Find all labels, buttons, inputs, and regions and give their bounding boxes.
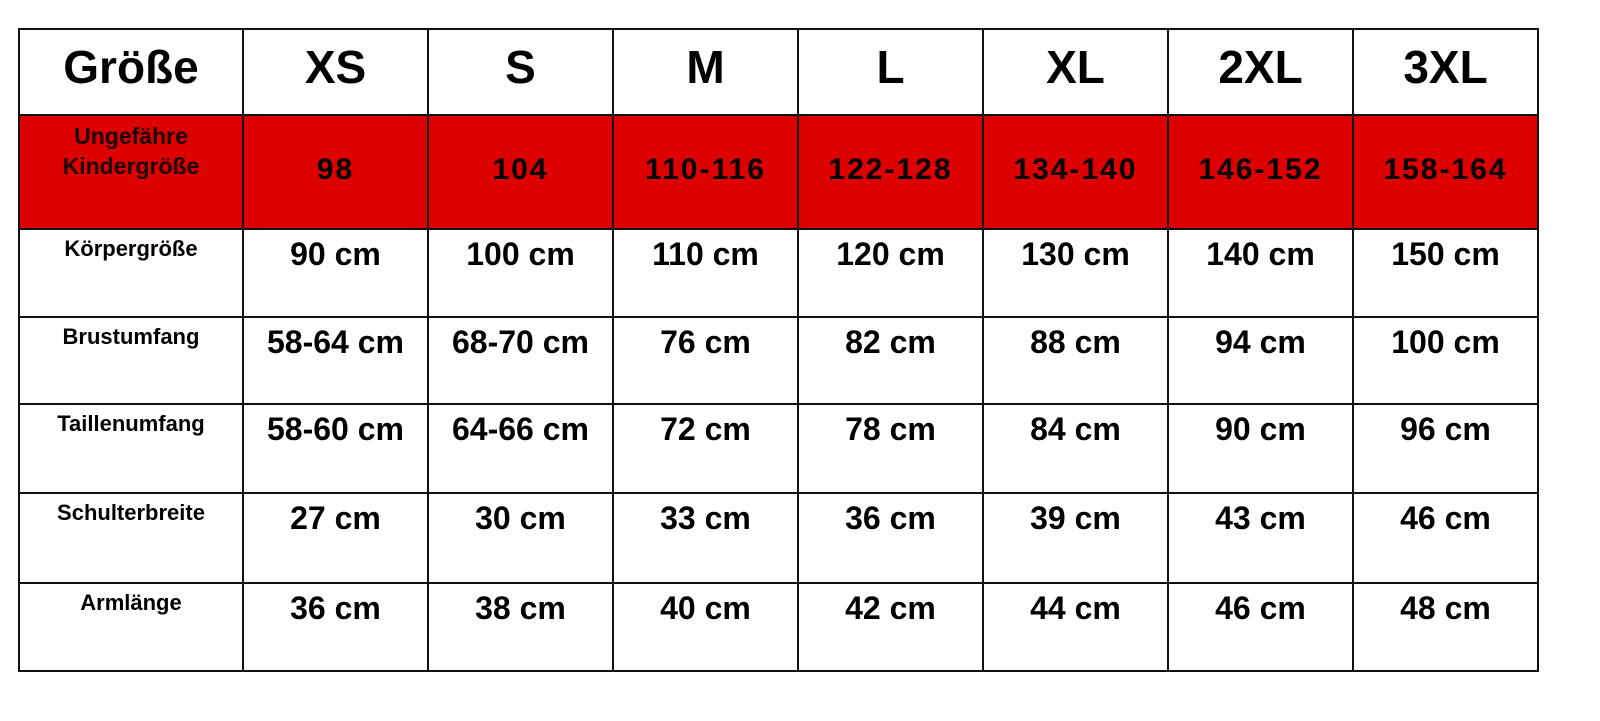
size-header-3xl: 3XL [1352, 28, 1539, 116]
size-header-xl: XL [982, 28, 1169, 116]
table-cell: 140 cm [1167, 228, 1354, 318]
size-header-l: L [797, 28, 984, 116]
table-cell: 46 cm [1352, 492, 1539, 584]
table-cell: 110-116 [612, 114, 799, 230]
table-cell: 150 cm [1352, 228, 1539, 318]
table-cell: 78 cm [797, 403, 984, 494]
row-label: Armlänge [18, 582, 244, 672]
size-header-s: S [427, 28, 614, 116]
size-header-m: M [612, 28, 799, 116]
table-cell: 43 cm [1167, 492, 1354, 584]
row-label: Körpergröße [18, 228, 244, 318]
table-cell: 58-64 cm [242, 316, 429, 405]
table-cell: 110 cm [612, 228, 799, 318]
table-cell: 134-140 [982, 114, 1169, 230]
table-cell: 64-66 cm [427, 403, 614, 494]
table-cell: 39 cm [982, 492, 1169, 584]
table-cell: 40 cm [612, 582, 799, 672]
table-cell: 72 cm [612, 403, 799, 494]
table-cell: 48 cm [1352, 582, 1539, 672]
table-cell: 96 cm [1352, 403, 1539, 494]
table-cell: 84 cm [982, 403, 1169, 494]
row-label: Schulterbreite [18, 492, 244, 584]
table-cell: 38 cm [427, 582, 614, 672]
header-label: Größe [18, 28, 244, 116]
table-row: Schulterbreite 27 cm 30 cm 33 cm 36 cm 39 cm 4… [18, 492, 1539, 584]
table-cell: 100 cm [1352, 316, 1539, 405]
table-cell: 76 cm [612, 316, 799, 405]
table-cell: 146-152 [1167, 114, 1354, 230]
size-header-xs: XS [242, 28, 429, 116]
table-cell: 44 cm [982, 582, 1169, 672]
table-cell: 58-60 cm [242, 403, 429, 494]
table-row: Brustumfang 58-64 cm 68-70 cm 76 cm 82 cm 88 … [18, 316, 1539, 405]
row-label: Brustumfang [18, 316, 244, 405]
table-cell: 36 cm [242, 582, 429, 672]
table-cell: 104 [427, 114, 614, 230]
table-row: Armlänge 36 cm 38 cm 40 cm 42 cm 44 cm 46 cm 48… [18, 582, 1539, 672]
row-label: Taillenumfang [18, 403, 244, 494]
table-cell: 90 cm [242, 228, 429, 318]
table-cell: 122-128 [797, 114, 984, 230]
table-cell: 98 [242, 114, 429, 230]
table-cell: 68-70 cm [427, 316, 614, 405]
table-cell: 88 cm [982, 316, 1169, 405]
table-row: Körpergröße 90 cm 100 cm 110 cm 120 cm 130 cm… [18, 228, 1539, 318]
approx-child-size-row: Ungefähre Kindergröße 98 104 110-116 122-128 1… [18, 114, 1539, 230]
table-cell: 27 cm [242, 492, 429, 584]
table-cell: 158-164 [1352, 114, 1539, 230]
table-cell: 130 cm [982, 228, 1169, 318]
table-cell: 120 cm [797, 228, 984, 318]
size-chart-table: Größe XS S M L XL 2XL 3XL Ungefähre Kindergröße… [18, 28, 1539, 672]
table-cell: 30 cm [427, 492, 614, 584]
table-cell: 90 cm [1167, 403, 1354, 494]
table-cell: 36 cm [797, 492, 984, 584]
size-header-2xl: 2XL [1167, 28, 1354, 116]
table-cell: 82 cm [797, 316, 984, 405]
table-cell: 100 cm [427, 228, 614, 318]
row-label: Ungefähre Kindergröße [18, 114, 244, 230]
table-cell: 46 cm [1167, 582, 1354, 672]
table-cell: 42 cm [797, 582, 984, 672]
header-row: Größe XS S M L XL 2XL 3XL [18, 28, 1539, 116]
table-cell: 33 cm [612, 492, 799, 584]
table-cell: 94 cm [1167, 316, 1354, 405]
table-row: Taillenumfang 58-60 cm 64-66 cm 72 cm 78 cm 8… [18, 403, 1539, 494]
